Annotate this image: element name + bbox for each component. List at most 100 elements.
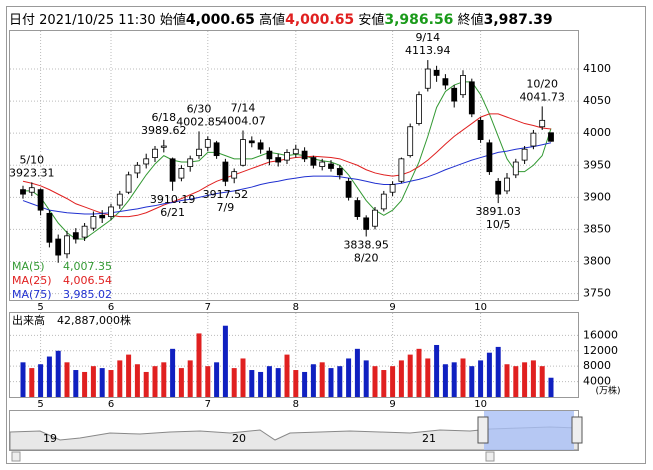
volume-title: 出来高: [12, 313, 45, 327]
candle-body: [451, 87, 458, 102]
candle-body: [539, 119, 546, 128]
candle-body: [548, 132, 554, 142]
navigator-label: 21: [422, 432, 436, 445]
volume-bar: [398, 360, 404, 397]
annotation-value: 3917.52: [203, 188, 249, 201]
x-tick-label: 8: [293, 399, 299, 410]
candle-body: [424, 68, 431, 89]
navigator-handle-right[interactable]: [571, 416, 583, 444]
candle-body: [160, 145, 167, 148]
volume-bar: [293, 370, 299, 397]
volume-bar: [354, 348, 360, 397]
volume-bar: [90, 366, 96, 397]
volume-bar: [495, 346, 501, 397]
annotation-date: 9/14: [415, 31, 440, 44]
annotation-value: 3923.31: [9, 166, 55, 179]
candle-body: [248, 140, 255, 144]
candle-body: [486, 142, 493, 173]
volume-bar: [222, 325, 228, 397]
candle-body: [460, 75, 466, 96]
scroll-left[interactable]: [11, 451, 21, 462]
volume-bar: [205, 366, 211, 397]
volume-bar: [178, 368, 184, 397]
annotation-date: 6/30: [187, 102, 212, 115]
label: 安値: [358, 13, 385, 28]
candle-body: [416, 94, 422, 124]
close: 3,987.39: [483, 12, 553, 28]
volume-bar: [337, 366, 343, 397]
scroll-right[interactable]: [485, 451, 495, 462]
navigator-handle-left[interactable]: [477, 416, 489, 444]
candle-body: [468, 81, 475, 115]
label: 始値: [159, 13, 186, 28]
candle-body: [55, 238, 62, 256]
volume-bar: [82, 371, 88, 397]
volume-bar: [170, 348, 176, 397]
y-tick-label: 4050: [583, 94, 611, 107]
x-tick-label: 9: [389, 302, 395, 313]
volume-bar: [310, 364, 316, 397]
navigator-label: 19: [43, 432, 57, 445]
candle-body: [398, 158, 405, 182]
candle-body: [231, 171, 238, 179]
candle-body: [90, 216, 97, 229]
annotation-value: 3891.03: [475, 205, 521, 218]
x-tick-label: 10: [474, 399, 487, 410]
x-tick-label: 6: [108, 302, 114, 313]
x-tick-label: 5: [37, 399, 43, 410]
annotation-date: 6/21: [160, 206, 185, 219]
volume-unit: (万株): [595, 385, 620, 397]
volume-bar: [20, 362, 26, 397]
candle-body: [143, 158, 150, 165]
candle-body: [134, 164, 141, 174]
volume-bar: [328, 368, 334, 397]
y-tick-label: 4000: [583, 375, 611, 388]
candle-body: [380, 193, 387, 210]
volume-bar: [99, 368, 105, 397]
candle-body: [363, 217, 370, 230]
price-panel: [9, 30, 579, 301]
x-tick-label: 5: [37, 302, 43, 313]
candle-body: [222, 161, 229, 182]
candle-body: [240, 139, 246, 166]
x-tick-label: 7: [205, 302, 211, 313]
volume-bar: [434, 344, 440, 397]
volume-bar: [390, 366, 396, 397]
navigator-selection[interactable]: [484, 411, 574, 450]
annotation-value: 3838.95: [343, 239, 389, 252]
volume-bar: [372, 366, 378, 397]
candle-body: [187, 158, 194, 167]
legend-name: MA(25): [12, 274, 52, 287]
annotation-date: 10/20: [526, 77, 558, 90]
y-tick-label: 16000: [583, 328, 618, 341]
candle-body: [372, 209, 378, 227]
candle-body: [46, 212, 53, 243]
legend-value: 4,006.54: [63, 274, 112, 287]
volume-bar: [126, 354, 132, 397]
low: 3,986.56: [384, 12, 454, 28]
volume-bar: [407, 354, 413, 397]
candle-body: [152, 148, 158, 158]
volume-bar: [522, 362, 528, 397]
candle-body: [495, 180, 502, 195]
candle-body: [284, 152, 290, 161]
header: 日付 2021/10/25 11:30 始値4,000.65 高値4,000.6…: [9, 9, 553, 28]
volume-bar: [469, 366, 475, 397]
annotation-date: 8/20: [354, 252, 379, 265]
x-tick-label: 9: [389, 399, 395, 410]
volume-bar: [346, 358, 352, 397]
candle-body: [275, 157, 282, 163]
candle-body: [319, 161, 326, 167]
volume-bar: [284, 354, 290, 397]
annotation-date: 5/10: [19, 153, 44, 166]
x-tick-label: 8: [293, 302, 299, 313]
annotation-date: 6/18: [151, 111, 176, 124]
y-tick-label: 3900: [583, 190, 611, 203]
volume-bar: [117, 360, 123, 397]
annotation-date: 7/9: [217, 201, 235, 214]
x-tick-label: 6: [108, 399, 114, 410]
volume-bar: [214, 362, 220, 397]
candle-body: [20, 189, 26, 195]
